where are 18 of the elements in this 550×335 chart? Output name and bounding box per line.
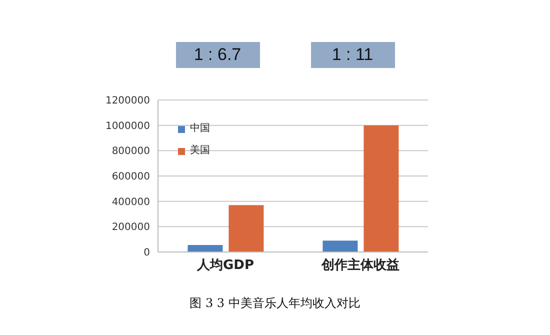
y-tick-label: 0 — [144, 248, 150, 259]
bar — [322, 240, 358, 252]
y-tick-label: 600000 — [112, 172, 150, 183]
text: 1 : 11 — [310, 42, 394, 68]
x-tick-label: 人均GDP — [196, 258, 254, 274]
y-tick-label: 400000 — [112, 196, 150, 208]
bar — [188, 245, 223, 252]
bar — [364, 125, 399, 252]
y-tick-label: 200000 — [112, 222, 150, 234]
text: 1 : 6.7 — [176, 42, 260, 68]
y-tick-label: 1200000 — [105, 96, 150, 107]
bar — [228, 205, 264, 252]
legend-label: 中国 — [190, 122, 210, 136]
y-tick-label: 800000 — [112, 146, 150, 158]
legend-label: 美国 — [190, 144, 210, 158]
x-tick-label: 创作主体收益 — [320, 257, 400, 274]
text: 图 3 3 中美音乐人年均收入对比 — [188, 295, 362, 312]
y-tick-label: 1000000 — [105, 120, 150, 132]
